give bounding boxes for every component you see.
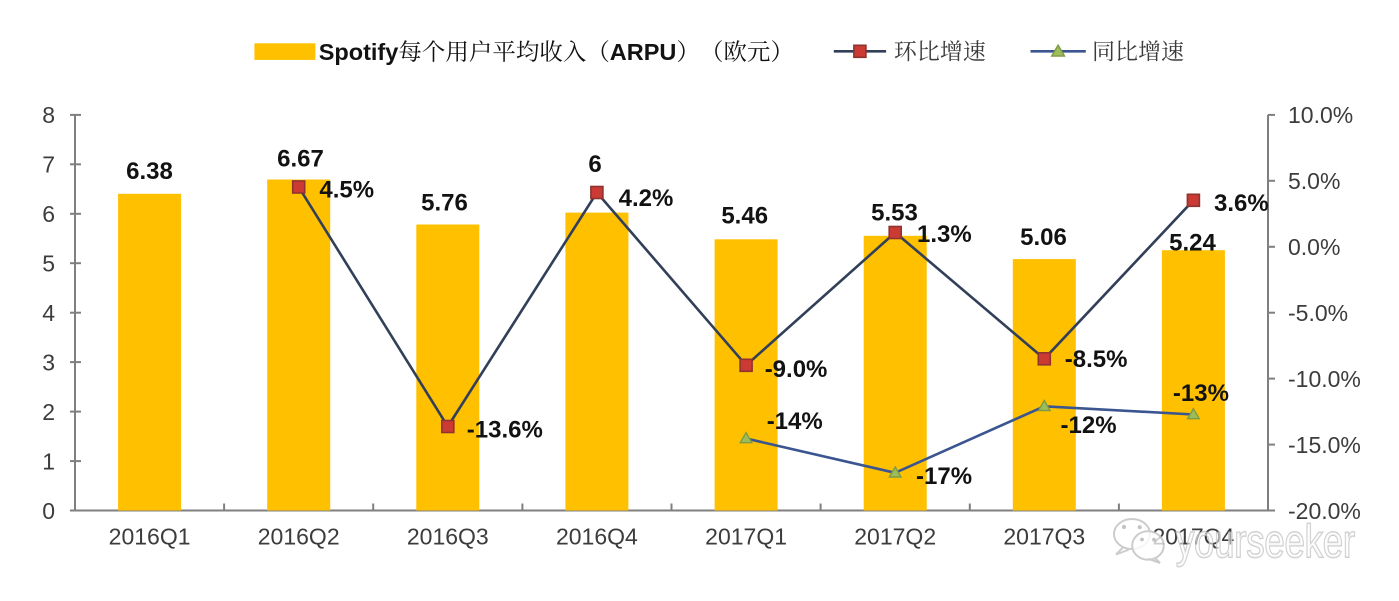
svg-text:-13%: -13% xyxy=(1173,380,1229,407)
svg-text:5.24: 5.24 xyxy=(1169,230,1216,257)
svg-text:2016Q3: 2016Q3 xyxy=(407,524,489,550)
svg-text:ARPU: ARPU xyxy=(610,39,677,65)
svg-text:6.38: 6.38 xyxy=(126,158,173,185)
svg-text:-14%: -14% xyxy=(767,408,823,435)
svg-text:3: 3 xyxy=(42,349,55,375)
svg-text:1.3%: 1.3% xyxy=(917,221,972,248)
svg-text:yourseeker: yourseeker xyxy=(1176,515,1355,567)
svg-text:-15.0%: -15.0% xyxy=(1288,432,1361,458)
svg-text:2016Q1: 2016Q1 xyxy=(109,524,191,550)
svg-text:-12%: -12% xyxy=(1061,412,1117,439)
svg-text:-17%: -17% xyxy=(916,463,972,490)
svg-text:6: 6 xyxy=(588,151,601,178)
svg-text:-8.5%: -8.5% xyxy=(1065,346,1128,373)
svg-text:-20.0%: -20.0% xyxy=(1288,498,1361,524)
svg-text:4.5%: 4.5% xyxy=(319,176,374,203)
svg-text:2: 2 xyxy=(42,399,55,425)
svg-text:5.0%: 5.0% xyxy=(1288,168,1340,194)
svg-text:5.53: 5.53 xyxy=(871,200,918,227)
svg-text:2017Q4: 2017Q4 xyxy=(1152,524,1234,550)
svg-text:2017Q1: 2017Q1 xyxy=(705,524,787,550)
svg-text:5.46: 5.46 xyxy=(721,203,768,230)
svg-text:2017Q3: 2017Q3 xyxy=(1003,524,1085,550)
svg-text:5.76: 5.76 xyxy=(421,190,468,217)
svg-text:-5.0%: -5.0% xyxy=(1288,300,1348,326)
svg-text:5: 5 xyxy=(42,251,55,277)
svg-text:-9.0%: -9.0% xyxy=(765,356,828,383)
svg-text:1: 1 xyxy=(42,448,55,474)
svg-text:7: 7 xyxy=(42,152,55,178)
svg-text:-13.6%: -13.6% xyxy=(467,416,543,443)
svg-text:0: 0 xyxy=(42,498,55,524)
svg-text:4.2%: 4.2% xyxy=(619,185,674,212)
svg-text:2017Q2: 2017Q2 xyxy=(854,524,936,550)
svg-text:3.6%: 3.6% xyxy=(1214,190,1269,217)
svg-text:8: 8 xyxy=(42,102,55,128)
svg-text:6: 6 xyxy=(42,201,55,227)
svg-text:5.06: 5.06 xyxy=(1020,224,1067,251)
svg-text:10.0%: 10.0% xyxy=(1288,102,1353,128)
svg-text:-10.0%: -10.0% xyxy=(1288,366,1361,392)
svg-text:Spotify: Spotify xyxy=(319,39,399,65)
svg-text:2016Q2: 2016Q2 xyxy=(258,524,340,550)
svg-text:4: 4 xyxy=(42,300,55,326)
svg-text:0.0%: 0.0% xyxy=(1288,234,1340,260)
svg-text:2016Q4: 2016Q4 xyxy=(556,524,638,550)
svg-text:6.67: 6.67 xyxy=(277,146,324,173)
